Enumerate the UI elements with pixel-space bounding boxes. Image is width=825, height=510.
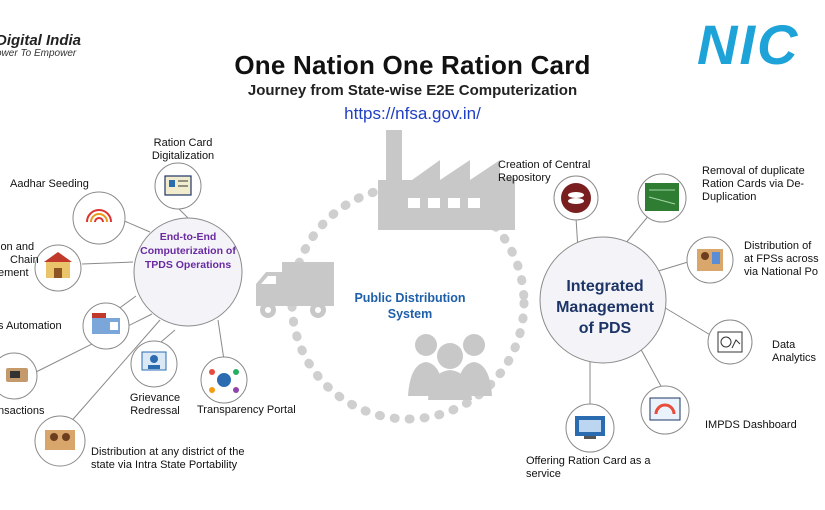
label-line: Offering Ration Card as a — [526, 455, 651, 467]
label-ration-card-service: Offering Ration Card as a service — [526, 455, 651, 481]
label-line: Digitalization — [151, 150, 215, 162]
label-aadhar-seeding: Aadhar Seeding — [10, 178, 89, 190]
left-hub-circle — [133, 217, 243, 327]
left-hub-line2: Computerization of — [140, 245, 236, 257]
label-line: Analytics — [772, 352, 817, 364]
label-line: Grievance — [129, 392, 181, 404]
label-line: Ration Card — [153, 137, 213, 149]
left-node-ration-card-digitalization — [154, 162, 202, 210]
label-line: at FPSs across — [744, 253, 819, 265]
label-deduplication: Removal of duplicate Ration Cards via De… — [702, 165, 805, 204]
label-intra-state: Distribution at any district of the stat… — [91, 446, 244, 472]
right-node-national-portability — [686, 236, 734, 284]
label-line: Redressal — [130, 405, 180, 417]
label-transparency-portal: Transparency Portal — [197, 404, 296, 416]
center-label-line2: System — [387, 307, 433, 321]
left-node-intra-state — [34, 415, 86, 467]
label-impds-dashboard: IMPDS Dashboard — [705, 419, 797, 431]
left-node-supply-chain — [34, 244, 82, 292]
label-line: state via Intra State Portability — [91, 459, 238, 471]
digital-india-tagline: ower To Empower — [0, 48, 77, 59]
right-node-data-analytics — [707, 319, 753, 365]
left-node-fps-automation — [82, 302, 130, 350]
label-line: via National Po — [744, 266, 818, 278]
factory-icon — [378, 130, 515, 230]
right-connectors — [575, 213, 713, 406]
label-fps-automation: s Automation — [0, 320, 62, 332]
right-hub-line2: Management — [556, 299, 654, 316]
label-line: service — [526, 468, 561, 480]
label-data-analytics: Data Analytics — [772, 339, 816, 365]
label-line: Repository — [498, 172, 551, 184]
label-line: Distribution at any district of the — [91, 446, 245, 458]
right-hub-line3: of PDS — [578, 320, 632, 337]
nic-logo: NIC — [697, 13, 825, 76]
nfsa-link[interactable]: https://nfsa.gov.in/ — [344, 104, 481, 123]
right-node-impds-dashboard — [640, 385, 690, 435]
right-node-deduplication — [637, 173, 687, 223]
label-supply-chain: ion and Chain ement — [0, 241, 39, 280]
left-hub-label: End-to-End Computerization of TPDS Opera… — [128, 230, 248, 272]
label-transactions: nsactions — [0, 405, 45, 417]
page-title: One Nation One Ration Card — [234, 50, 591, 80]
left-hub-line3: TPDS Operations — [144, 259, 232, 271]
label-ration-card-digitalization: Ration Card Digitalization — [148, 137, 218, 163]
right-hub-circle — [539, 236, 667, 364]
page-subtitle: Journey from State-wise E2E Computerizat… — [247, 82, 578, 99]
nic-logo-text: NIC — [697, 13, 800, 76]
left-node-grievance — [130, 340, 178, 388]
center-label: Public Distribution System — [340, 290, 480, 322]
label-line: Duplication — [702, 191, 757, 203]
label-line: Distribution of — [744, 240, 812, 252]
left-node-aadhar — [72, 191, 126, 245]
people-icon — [408, 334, 492, 400]
label-grievance: Grievance Redressal — [126, 392, 184, 418]
left-node-transactions — [0, 352, 38, 400]
label-line: Creation of Central — [498, 159, 591, 171]
right-hub-label: Integrated Management of PDS — [540, 276, 670, 339]
label-line: ement — [0, 267, 29, 279]
label-line: Chain — [10, 254, 39, 266]
right-node-ration-card-service — [565, 403, 615, 453]
left-node-transparency — [200, 356, 248, 404]
label-line: Ration Cards via De- — [702, 178, 805, 190]
truck-icon — [256, 262, 334, 318]
label-line: Data — [772, 339, 796, 351]
digital-india-logo-title: Digital India — [0, 32, 82, 49]
label-central-repository: Creation of Central Repository — [498, 159, 590, 185]
label-line: ion and — [0, 241, 35, 253]
right-hub-line1: Integrated — [566, 278, 644, 295]
center-label-line1: Public Distribution — [354, 291, 466, 305]
left-hub-line1: End-to-End — [159, 231, 217, 243]
label-national-portability: Distribution of at FPSs across via Natio… — [744, 240, 819, 279]
right-node-central-repository — [553, 175, 599, 221]
label-line: Removal of duplicate — [702, 165, 805, 177]
